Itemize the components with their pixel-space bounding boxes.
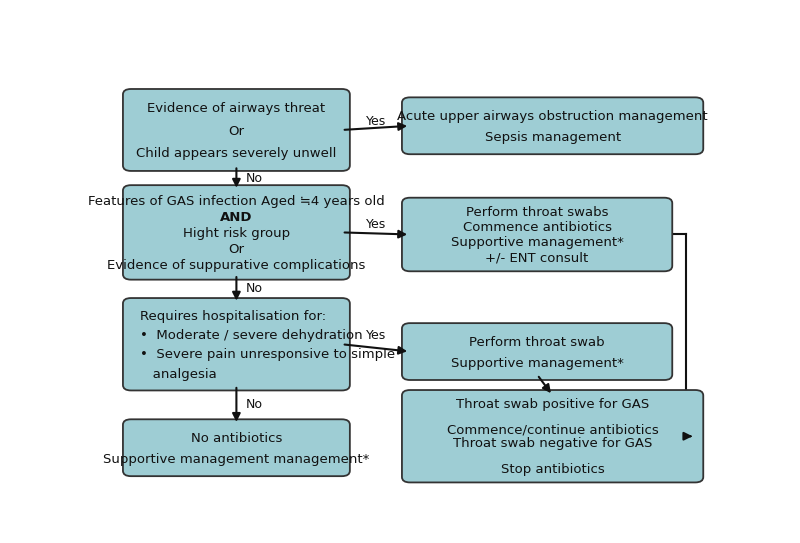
Text: Supportive management*: Supportive management* bbox=[450, 236, 623, 249]
Text: analgesia: analgesia bbox=[140, 368, 217, 381]
Text: Yes: Yes bbox=[366, 218, 386, 231]
FancyBboxPatch shape bbox=[402, 198, 672, 272]
Text: No: No bbox=[246, 399, 262, 412]
Text: Sepsis management: Sepsis management bbox=[485, 131, 621, 144]
Text: Commence antibiotics: Commence antibiotics bbox=[462, 222, 611, 234]
Text: Supportive management management*: Supportive management management* bbox=[103, 453, 370, 466]
Text: Child appears severely unwell: Child appears severely unwell bbox=[136, 147, 337, 160]
FancyBboxPatch shape bbox=[123, 89, 350, 171]
Text: Features of GAS infection Aged ≒4 years old: Features of GAS infection Aged ≒4 years … bbox=[88, 194, 385, 207]
Text: Yes: Yes bbox=[366, 115, 386, 128]
Text: Supportive management*: Supportive management* bbox=[450, 357, 623, 370]
Text: Stop antibiotics: Stop antibiotics bbox=[501, 463, 605, 476]
Text: Evidence of airways threat: Evidence of airways threat bbox=[147, 103, 326, 115]
Text: Requires hospitalisation for:: Requires hospitalisation for: bbox=[140, 310, 326, 323]
Text: No: No bbox=[246, 172, 262, 185]
FancyBboxPatch shape bbox=[123, 185, 350, 280]
FancyBboxPatch shape bbox=[123, 419, 350, 476]
Text: Commence/continue antibiotics: Commence/continue antibiotics bbox=[446, 424, 658, 437]
FancyBboxPatch shape bbox=[402, 323, 672, 380]
FancyBboxPatch shape bbox=[123, 298, 350, 390]
Text: Evidence of suppurative complications: Evidence of suppurative complications bbox=[107, 259, 366, 272]
Text: Throat swab positive for GAS: Throat swab positive for GAS bbox=[456, 397, 650, 411]
Text: Yes: Yes bbox=[366, 330, 386, 343]
Text: Perform throat swabs: Perform throat swabs bbox=[466, 206, 608, 219]
Text: +/- ENT consult: +/- ENT consult bbox=[486, 251, 589, 264]
Text: Or: Or bbox=[229, 124, 245, 137]
Text: No antibiotics: No antibiotics bbox=[190, 432, 282, 445]
Text: Hight risk group: Hight risk group bbox=[183, 227, 290, 239]
Text: No: No bbox=[246, 282, 262, 295]
FancyBboxPatch shape bbox=[402, 97, 703, 154]
Text: •  Severe pain unresponsive to simple: • Severe pain unresponsive to simple bbox=[140, 349, 395, 362]
Text: AND: AND bbox=[220, 211, 253, 224]
Text: •  Moderate / severe dehydration: • Moderate / severe dehydration bbox=[140, 329, 362, 342]
FancyBboxPatch shape bbox=[402, 390, 703, 482]
Text: Perform throat swab: Perform throat swab bbox=[470, 336, 605, 349]
Text: Throat swab negative for GAS: Throat swab negative for GAS bbox=[453, 437, 652, 450]
Text: Or: Or bbox=[229, 243, 245, 256]
Text: Acute upper airways obstruction management: Acute upper airways obstruction manageme… bbox=[398, 110, 708, 123]
